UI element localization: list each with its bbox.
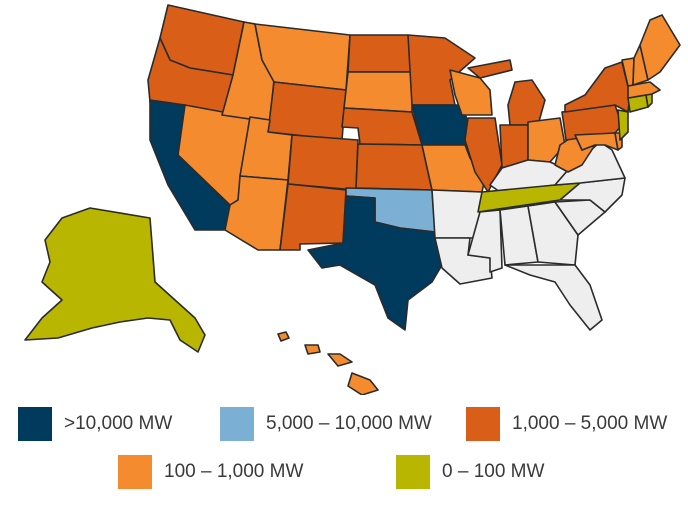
state-maine [639,14,681,81]
us-map [24,4,681,395]
state-texas [307,195,443,331]
state-rhode-island [645,93,653,108]
state-new-jersey [617,109,629,141]
state-new-york [564,61,631,113]
legend-swatch [220,407,254,441]
legend-label: >10,000 MW [64,413,173,434]
state-kansas [355,143,433,191]
legend-item-over-10000: >10,000 MW [18,407,172,441]
state-wyoming [267,81,347,141]
legend-swatch [18,407,52,441]
state-north-dakota [347,34,413,73]
state-south-dakota [343,71,413,113]
legend: >10,000 MW 5,000 – 10,000 MW 1,000 – 5,0… [0,395,688,507]
legend-swatch [118,455,152,489]
legend-swatch [396,455,430,489]
legend-label: 0 – 100 MW [442,461,545,482]
legend-label: 1,000 – 5,000 MW [512,413,668,434]
legend-item-100-1000: 100 – 1,000 MW [118,455,303,489]
state-hawaii [277,331,379,395]
legend-label: 5,000 – 10,000 MW [266,413,432,434]
state-florida [504,264,603,331]
state-massachusetts [627,81,661,99]
state-colorado [287,134,359,191]
state-new-mexico [279,183,347,251]
legend-label: 100 – 1,000 MW [164,461,304,482]
legend-item-5000-10000: 5,000 – 10,000 MW [220,407,432,441]
legend-item-0-100: 0 – 100 MW [396,455,544,489]
legend-item-1000-5000: 1,000 – 5,000 MW [466,407,667,441]
state-alaska [24,207,206,353]
legend-swatch [466,407,500,441]
